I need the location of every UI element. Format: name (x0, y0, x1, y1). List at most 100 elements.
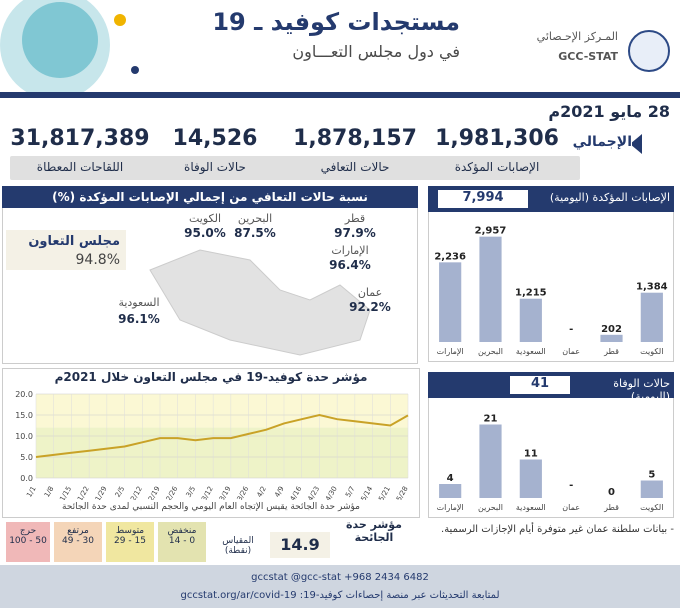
country-value-qatar: 97.9% (334, 226, 376, 240)
level-high-range: 30 - 49 (62, 536, 94, 546)
y-tick-2: 10.0 (15, 432, 33, 441)
x-tick-13: 4/2 (255, 485, 268, 499)
kpi-recovered-value: 1,878,157 (293, 126, 417, 151)
footer (0, 565, 680, 608)
y-tick-3: 15.0 (15, 411, 33, 420)
bar-1 (479, 236, 502, 342)
bar-label-3: - (569, 324, 573, 335)
x-tick-12: 3/26 (236, 485, 251, 500)
country-value-uae: 96.4% (329, 258, 371, 272)
x-tick-0: 1/1 (25, 485, 38, 499)
level-medium-range: 15 - 29 (114, 536, 146, 546)
gcc-map (149, 249, 371, 356)
footer-link[interactable]: لمتابعة التحديثات عبر منصة إحصاءات كوفيد… (180, 590, 500, 601)
page-subtitle: في دول مجلس التعـــاون (292, 42, 460, 61)
kpi-recovered-label: حالات التعافي (320, 160, 390, 174)
logo-arabic: المـركز الإحـصائي (536, 30, 618, 43)
category-label-4: قطر (603, 347, 619, 356)
level-high-name: مرتفع (67, 526, 89, 536)
kpi-label-bar (10, 156, 580, 180)
x-tick-7: 2/19 (147, 485, 162, 500)
x-tick-8: 2/26 (165, 485, 180, 500)
bar-2 (519, 298, 542, 342)
x-tick-20: 5/21 (377, 485, 392, 500)
category-label-1: البحرين (478, 347, 503, 356)
x-tick-11: 3/19 (218, 485, 233, 500)
bar-5 (640, 292, 663, 342)
oman-note: - بيانات سلطنة عمان غير متوفرة أيام الإج… (441, 524, 674, 535)
level-medium: متوسط 15 - 29 (106, 522, 154, 562)
report-date: 28 مايو 2021م (548, 102, 670, 121)
daily-cases-chart: 2,236 الإمارات 2,957 البحرين 1,215 السعودية - ع… (434, 226, 668, 357)
bar-label-2: 11 (524, 449, 538, 460)
totals-arrow-icon (630, 134, 642, 154)
y-tick-1: 5.0 (20, 453, 33, 462)
logo-english: GCC-STAT (558, 50, 618, 63)
bar-label-4: 0 (608, 487, 615, 498)
x-tick-19: 5/14 (360, 485, 375, 500)
bar-label-1: 21 (484, 414, 498, 425)
bar-2 (519, 459, 542, 498)
severity-line (35, 413, 409, 458)
x-tick-9: 3/5 (185, 485, 198, 499)
country-label-kuwait: الكويت (188, 212, 222, 225)
kpi-vaccines-label: اللقاحات المعطاة (36, 160, 124, 174)
kpi-vaccines-value: 31,817,389 (10, 126, 150, 151)
totals-label: الإجمالي (562, 134, 632, 156)
severity-index-value: 14.9 (270, 532, 330, 558)
x-tick-16: 4/23 (306, 485, 321, 500)
x-tick-18: 5/7 (344, 485, 357, 499)
bar-label-2: 1,215 (515, 288, 547, 299)
kpi-confirmed-value: 1,981,306 (435, 126, 559, 151)
country-value-bahrain: 87.5% (234, 226, 276, 240)
page-title: مستجدات كوفيد ـ 19 (212, 8, 460, 36)
y-tick-4: 20.0 (15, 390, 33, 399)
y-tick-0: 0.0 (20, 474, 33, 483)
bar-4 (600, 334, 623, 342)
x-tick-6: 2/12 (129, 485, 144, 500)
bar-0 (439, 484, 462, 498)
bar-label-0: 4 (447, 473, 454, 484)
category-label-0: الإمارات (437, 347, 464, 357)
daily-cases-label: الإصابات المؤكدة (اليومية) (549, 191, 670, 204)
daily-deaths-label: حالات الوفاة (اليومية) (613, 377, 670, 403)
x-tick-2: 1/15 (58, 485, 73, 500)
severity-index-label: مؤشر حدة الجائحة (346, 518, 402, 544)
bar-label-3: - (569, 480, 573, 491)
country-label-oman: عمان (357, 286, 383, 299)
category-label-5: الكويت (640, 503, 663, 512)
severity-scale: حرج 50 - 100 مرتفع 30 - 49 متوسط 15 - 29… (2, 522, 420, 562)
country-value-saudi: 96.1% (118, 312, 160, 326)
bar-label-4: 202 (601, 324, 622, 335)
line-chart-note: مؤشر حدة الجائحة يقيس الإتجاه العام اليو… (62, 502, 360, 512)
x-tick-10: 3/12 (200, 485, 215, 500)
gcc-recovery-box: مجلس التعاون 94.8% (6, 230, 126, 270)
x-tick-5: 2/5 (114, 485, 127, 499)
country-label-saudi: السعودية (118, 296, 160, 309)
kpi-confirmed-label: الإصابات المؤكدة (454, 160, 540, 174)
bar-0 (439, 262, 462, 342)
x-tick-21: 5/28 (395, 485, 410, 500)
country-value-kuwait: 95.0% (184, 226, 226, 240)
gcc-emblem-icon (628, 30, 670, 72)
level-medium-name: متوسط (115, 526, 145, 536)
bar-label-1: 2,957 (475, 226, 507, 237)
header-divider (0, 92, 680, 98)
severity-line-panel (2, 368, 420, 518)
bar-label-5: 5 (648, 470, 655, 481)
daily-deaths-chart: 4 الإمارات 21 البحرين 11 السعودية - عمان 0 قطر 5 ال… (437, 414, 664, 514)
gcc-label: مجلس التعاون (28, 234, 120, 249)
x-tick-17: 4/30 (324, 485, 339, 500)
category-label-2: السعودية (516, 503, 546, 512)
bar-label-0: 2,236 (434, 251, 466, 262)
country-label-uae: الإمارات (331, 244, 369, 257)
category-label-5: الكويت (640, 347, 663, 356)
bar-5 (640, 480, 663, 498)
category-label-3: عمان (562, 503, 580, 512)
daily-deaths-total: 41 (510, 376, 570, 394)
level-high: مرتفع 30 - 49 (54, 522, 102, 562)
category-label-0: الإمارات (437, 503, 464, 513)
scale-label: المقياس (نقطة) (222, 536, 254, 556)
bar-label-5: 1,384 (636, 282, 668, 293)
category-label-2: السعودية (516, 347, 546, 356)
